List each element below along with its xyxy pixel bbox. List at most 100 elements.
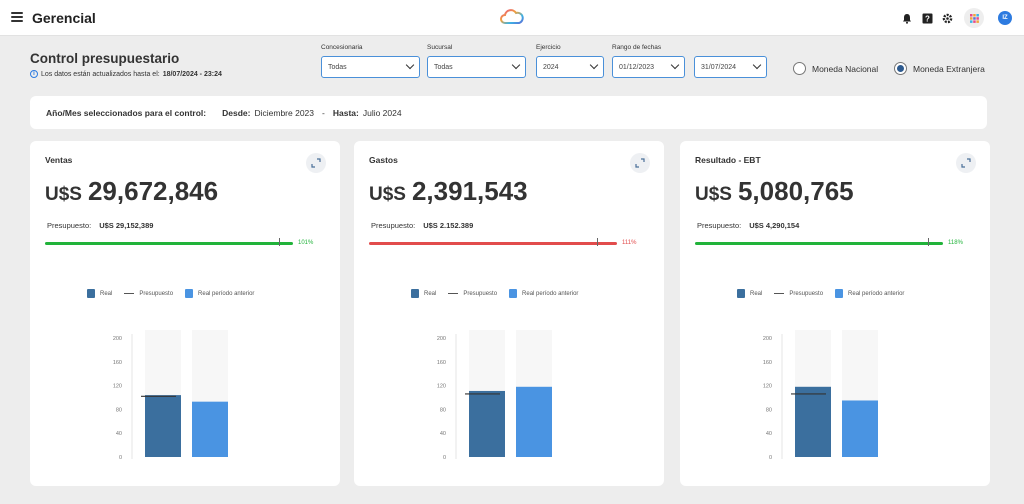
legend-label: Real período anterior bbox=[522, 290, 579, 297]
expand-icon[interactable] bbox=[956, 153, 976, 173]
legend-swatch bbox=[185, 289, 194, 298]
legend-label: Real período anterior bbox=[848, 290, 905, 297]
period-separator: - bbox=[322, 107, 325, 118]
progress-target-tick bbox=[279, 238, 280, 246]
filter-label: Concesionaria bbox=[321, 44, 363, 51]
budget-line: Presupuesto: U$S 4,290,154 bbox=[697, 221, 799, 230]
cloud-logo bbox=[499, 7, 525, 32]
ejercicio-select[interactable]: 2024 bbox=[536, 56, 604, 78]
budget-value: U$S 4,290,154 bbox=[749, 221, 800, 230]
period-to-label: Hasta: bbox=[332, 107, 359, 118]
legend-budget: Presupuesto bbox=[124, 291, 173, 297]
progress-percent: 101% bbox=[298, 240, 314, 246]
y-tick-label: 160 bbox=[763, 360, 772, 366]
y-tick-label: 40 bbox=[440, 431, 446, 437]
y-tick-label: 40 bbox=[116, 431, 122, 437]
progress-bar bbox=[369, 242, 617, 245]
period-from-label: Desde: bbox=[222, 107, 251, 118]
avatar[interactable]: IZ bbox=[998, 11, 1012, 25]
kpi-value: U$S 29,672,846 bbox=[45, 176, 218, 207]
top-bar: Gerencial ? IZ bbox=[0, 0, 1024, 36]
bar-prev-period bbox=[516, 386, 552, 457]
filter-rango-desde: Rango de fechas 01/12/2023 bbox=[612, 44, 685, 78]
apps-icon[interactable] bbox=[964, 8, 984, 28]
sucursal-select[interactable]: Todas bbox=[427, 56, 526, 78]
filter-label: Rango de fechas bbox=[612, 44, 662, 51]
y-tick-label: 120 bbox=[763, 384, 772, 390]
date-from-select[interactable]: 01/12/2023 bbox=[612, 56, 685, 78]
budget-label: Presupuesto: bbox=[697, 221, 742, 230]
radio-circle[interactable] bbox=[793, 62, 806, 75]
legend-budget: Presupuesto bbox=[774, 291, 823, 297]
bar-real bbox=[469, 390, 505, 457]
kpi-card: Ventas U$S 29,672,846 Presupuesto: U$S 29,… bbox=[30, 141, 340, 486]
chart-legend: Real Presupuesto Real período anterior bbox=[737, 289, 904, 298]
y-tick-label: 80 bbox=[766, 407, 772, 413]
update-prefix: Los datos están actualizados hasta el: bbox=[41, 70, 160, 78]
radio-label: Moneda Extranjera bbox=[913, 63, 985, 74]
progress-percent: 111% bbox=[622, 240, 637, 246]
legend-swatch bbox=[509, 289, 518, 298]
y-tick-label: 0 bbox=[769, 455, 772, 461]
kpi-amount: 5,080,765 bbox=[737, 176, 854, 206]
y-tick-label: 120 bbox=[113, 384, 122, 390]
kpi-card: Gastos U$S 2,391,543 Presupuesto: U$S 2.15… bbox=[354, 141, 664, 486]
concesionaria-select[interactable]: Todas bbox=[321, 56, 420, 78]
progress-target-tick bbox=[597, 238, 598, 246]
y-tick-label: 40 bbox=[766, 431, 772, 437]
kpi-amount: 2,391,543 bbox=[411, 176, 528, 206]
budget-label: Presupuesto: bbox=[371, 221, 416, 230]
select-value: 2024 bbox=[543, 63, 559, 71]
currency-symbol: U$S bbox=[695, 184, 732, 205]
legend-label: Real bbox=[424, 290, 437, 297]
radio-label: Moneda Nacional bbox=[812, 63, 879, 74]
y-tick-label: 80 bbox=[116, 407, 122, 413]
expand-icon[interactable] bbox=[306, 153, 326, 173]
chart-legend: Real Presupuesto Real período anterior bbox=[87, 289, 254, 298]
select-value: 01/12/2023 bbox=[619, 63, 655, 71]
gear-icon[interactable] bbox=[940, 11, 954, 25]
filter-sucursal: Sucursal Todas bbox=[427, 44, 526, 78]
legend-real: Real bbox=[87, 289, 112, 298]
radio-circle-selected[interactable] bbox=[894, 62, 907, 75]
period-bar: Año/Mes seleccionados para el control: D… bbox=[30, 96, 987, 129]
progress-bar bbox=[695, 242, 943, 245]
legend-prev: Real período anterior bbox=[509, 289, 578, 298]
bar-real bbox=[795, 386, 831, 457]
kpi-card: Resultado - EBT U$S 5,080,765 Presupuesto… bbox=[680, 141, 990, 486]
legend-label: Real bbox=[750, 290, 763, 297]
legend-label: Presupuesto bbox=[463, 290, 498, 297]
budget-value: U$S 29,152,389 bbox=[99, 221, 154, 230]
progress-target-tick bbox=[928, 238, 929, 246]
help-icon[interactable]: ? bbox=[920, 11, 934, 25]
menu-icon[interactable] bbox=[11, 12, 23, 22]
budget-line: Presupuesto: U$S 2.152.389 bbox=[371, 221, 473, 230]
bar-chart: 0 40 80 120 160 200 bbox=[437, 330, 552, 461]
chevron-down-icon bbox=[405, 60, 415, 70]
card-title: Ventas bbox=[45, 155, 73, 165]
bell-icon[interactable] bbox=[900, 11, 914, 25]
legend-prev: Real período anterior bbox=[835, 289, 904, 298]
expand-icon[interactable] bbox=[630, 153, 650, 173]
page-title: Control presupuestario bbox=[30, 51, 180, 66]
chart-legend: Real Presupuesto Real período anterior bbox=[411, 289, 578, 298]
radio-moneda-extranjera[interactable]: Moneda Extranjera bbox=[894, 62, 985, 75]
date-to-select[interactable]: 31/07/2024 bbox=[694, 56, 767, 78]
kpi-value: U$S 5,080,765 bbox=[695, 176, 854, 207]
y-tick-label: 200 bbox=[113, 336, 122, 342]
filter-label: Ejercicio bbox=[536, 44, 561, 51]
svg-text:?: ? bbox=[925, 14, 930, 23]
currency-symbol: U$S bbox=[45, 184, 82, 205]
currency-symbol: U$S bbox=[369, 184, 406, 205]
chevron-down-icon bbox=[511, 60, 521, 70]
y-tick-label: 200 bbox=[763, 336, 772, 342]
budget-value: U$S 2.152.389 bbox=[423, 221, 474, 230]
y-tick-label: 0 bbox=[443, 455, 446, 461]
radio-moneda-nacional[interactable]: Moneda Nacional bbox=[793, 62, 878, 75]
legend-label: Real bbox=[100, 290, 113, 297]
budget-line: Presupuesto: U$S 29,152,389 bbox=[47, 221, 153, 230]
progress-bar bbox=[45, 242, 293, 245]
progress-percent: 118% bbox=[948, 240, 963, 246]
select-value: 31/07/2024 bbox=[701, 63, 737, 71]
period-to-value: Julio 2024 bbox=[362, 107, 402, 118]
